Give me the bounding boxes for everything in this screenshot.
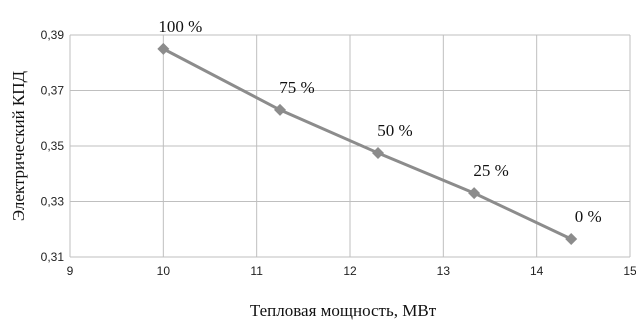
series-line xyxy=(162,47,572,241)
data-point-marker xyxy=(372,146,384,159)
data-label: 25 % xyxy=(473,161,508,180)
x-tick-label: 13 xyxy=(437,264,451,278)
grid xyxy=(69,34,631,258)
x-axis-title: Тепловая мощность, МВт xyxy=(250,301,437,320)
data-label: 50 % xyxy=(377,121,412,140)
x-tick-label: 14 xyxy=(530,264,544,278)
data-label: 75 % xyxy=(279,78,314,97)
x-tick-label: 9 xyxy=(67,264,74,278)
y-axis-title: Электрический КПД xyxy=(9,70,28,221)
x-tick-label: 15 xyxy=(623,264,636,278)
data-point-marker xyxy=(157,42,170,55)
data-point-marker xyxy=(565,232,578,245)
y-tick-label: 0,33 xyxy=(41,195,65,209)
series-layer: 100 % 75 % 50 % 25 % 0 % xyxy=(157,17,602,245)
x-tick-label: 12 xyxy=(343,264,357,278)
y-tick-label: 0,39 xyxy=(41,28,65,42)
y-tick-label: 0,35 xyxy=(41,139,65,153)
y-tick-label: 0,31 xyxy=(41,250,65,264)
y-tick-labels: 0,31 0,33 0,35 0,37 0,39 xyxy=(41,28,65,264)
data-point-marker xyxy=(468,187,481,200)
x-tick-labels: 9 10 11 12 13 14 15 xyxy=(67,264,636,278)
data-point-marker xyxy=(274,103,286,116)
x-tick-label: 11 xyxy=(250,264,263,278)
x-tick-label: 10 xyxy=(157,264,171,278)
y-tick-label: 0,37 xyxy=(41,84,65,98)
data-label: 100 % xyxy=(158,17,202,36)
data-label: 0 % xyxy=(575,207,602,226)
